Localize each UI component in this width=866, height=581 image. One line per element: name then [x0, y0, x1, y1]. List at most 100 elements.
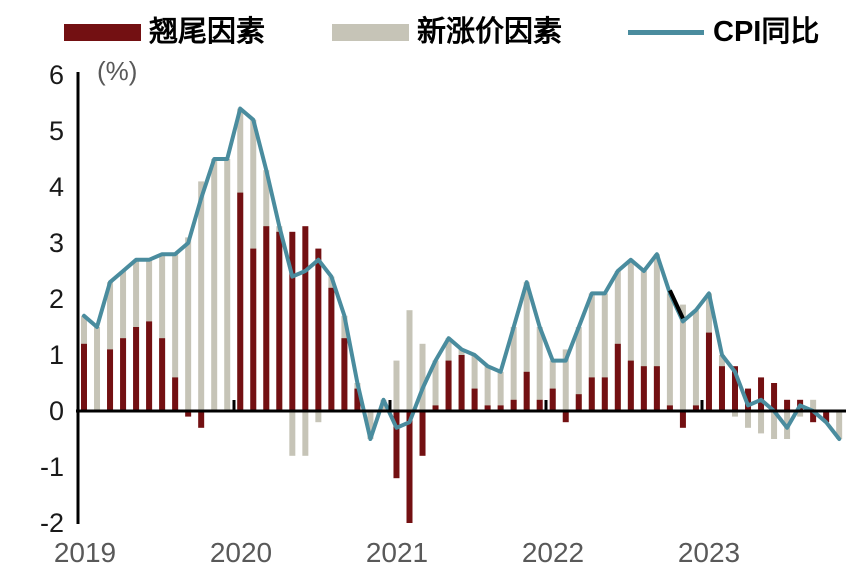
bar-new-price — [810, 399, 817, 411]
bar-carryover — [523, 371, 530, 411]
year-tick — [232, 400, 236, 411]
x-year-label: 2019 — [54, 537, 116, 568]
x-year-label: 2021 — [366, 537, 428, 568]
bar-carryover — [627, 360, 634, 411]
bar-carryover — [718, 366, 725, 411]
bar-carryover — [679, 411, 686, 428]
bar-carryover — [614, 343, 621, 411]
bar-carryover — [745, 388, 752, 411]
bar-new-price — [107, 282, 114, 411]
bar-carryover — [549, 388, 556, 411]
new-price-swatch-icon — [332, 23, 409, 41]
bar-carryover — [120, 338, 127, 411]
bar-new-price — [562, 349, 569, 411]
carryover-swatch-icon — [64, 23, 141, 41]
bar-carryover — [328, 287, 335, 411]
y-tick-label: -1 — [40, 452, 64, 482]
bar-new-price — [588, 293, 595, 411]
bar-carryover — [653, 366, 660, 411]
bar-carryover — [250, 248, 257, 411]
x-axis-line — [76, 409, 846, 413]
bar-carryover — [666, 405, 673, 411]
bar-new-price — [393, 360, 400, 411]
bar-carryover — [81, 343, 87, 411]
bar-new-price — [406, 310, 413, 411]
bar-new-price — [758, 411, 765, 434]
y-tick-label: 1 — [49, 340, 64, 370]
bar-carryover — [640, 366, 647, 411]
bar-new-price — [692, 310, 699, 411]
bar-new-price — [497, 371, 504, 411]
bar-carryover — [198, 411, 205, 428]
bar-carryover — [497, 405, 504, 411]
unit-label: (%) — [97, 56, 137, 86]
bar-carryover — [588, 377, 595, 411]
bar-new-price — [666, 293, 673, 411]
bar-new-price — [797, 411, 804, 417]
bar-new-price — [94, 327, 101, 411]
bar-new-price — [302, 411, 309, 456]
bar-new-price — [614, 271, 621, 411]
bar-carryover — [159, 338, 166, 411]
bar-carryover — [237, 192, 244, 411]
legend-item-carryover: 翘尾因素 — [64, 16, 265, 48]
legend-item-cpi-line: CPI同比 — [628, 16, 819, 48]
bar-carryover — [133, 327, 140, 411]
bar-new-price — [549, 360, 556, 411]
bar-new-price — [172, 254, 179, 411]
bar-carryover — [445, 360, 452, 411]
bar-carryover — [406, 411, 413, 523]
bar-new-price — [211, 159, 218, 411]
year-tick — [544, 400, 548, 411]
bar-new-price — [510, 327, 517, 411]
bar-carryover — [484, 405, 491, 411]
year-tick — [388, 400, 392, 411]
bar-carryover — [562, 411, 569, 423]
bar-new-price — [484, 366, 491, 411]
legend-label-new-price: 新涨价因素 — [417, 16, 563, 48]
bar-carryover — [185, 411, 192, 417]
bar-carryover — [771, 383, 778, 411]
bar-carryover — [302, 226, 309, 411]
bar-new-price — [289, 411, 296, 456]
bar-new-price — [367, 411, 374, 439]
bar-carryover — [393, 411, 400, 479]
bar-carryover — [784, 399, 791, 411]
legend-label-cpi: CPI同比 — [713, 16, 820, 48]
bar-new-price — [836, 411, 843, 439]
bar-carryover — [172, 377, 179, 411]
bar-carryover — [419, 411, 426, 456]
bar-carryover — [758, 377, 765, 411]
year-tick — [700, 400, 704, 411]
y-axis-line — [76, 72, 80, 524]
bar-carryover — [692, 405, 699, 411]
bar-new-price — [185, 237, 192, 411]
bar-new-price — [419, 343, 426, 411]
bar-new-price — [653, 254, 660, 411]
bar-carryover — [575, 394, 582, 411]
x-year-label: 2022 — [522, 537, 584, 568]
bar-carryover — [705, 332, 712, 411]
bar-new-price — [536, 327, 543, 411]
x-year-label: 2023 — [678, 537, 740, 568]
bar-new-price — [198, 181, 205, 411]
cpi-line-swatch-icon — [628, 29, 704, 35]
legend: 翘尾因素 新涨价因素 CPI同比 — [0, 0, 866, 52]
bar-carryover — [432, 405, 439, 411]
bar-carryover — [315, 248, 322, 411]
y-tick-label: 5 — [49, 116, 64, 146]
bar-new-price — [627, 259, 634, 411]
bar-new-price — [679, 304, 686, 411]
bar-carryover — [510, 399, 517, 411]
y-tick-label: 3 — [49, 228, 64, 258]
bar-carryover — [146, 321, 153, 411]
y-tick-label: 4 — [49, 172, 64, 202]
x-year-label: 2020 — [210, 537, 272, 568]
bar-carryover — [823, 411, 830, 423]
bar-carryover — [263, 226, 270, 411]
bar-new-price — [471, 355, 478, 411]
cpi-line — [82, 106, 842, 441]
bar-new-price — [315, 411, 322, 423]
